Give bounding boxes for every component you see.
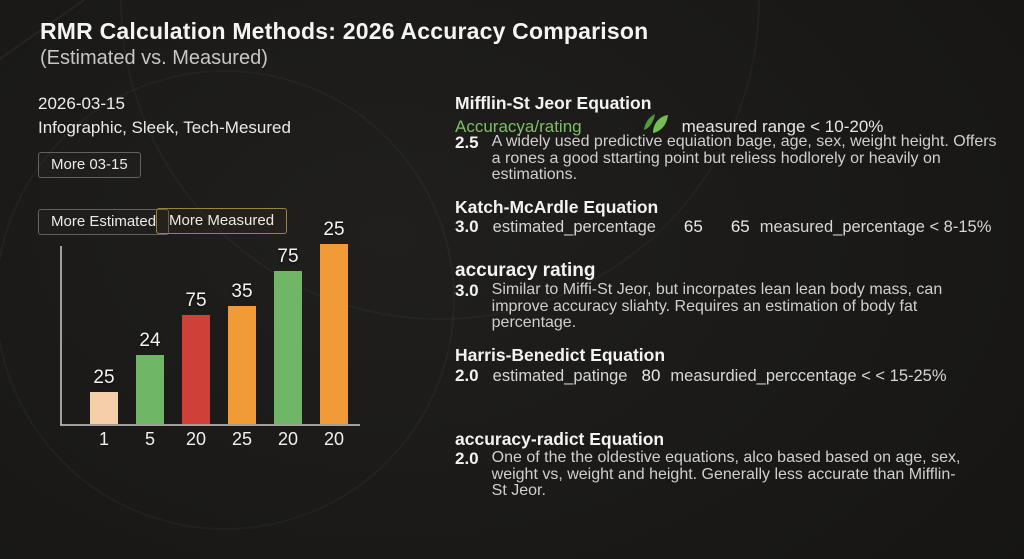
estimated-label: estimated_percentage	[492, 218, 656, 236]
section-heading-mifflin: Mifflin-St Jeor Equation	[455, 93, 652, 113]
section-heading-radict: accuracy-radict Equation	[455, 429, 665, 449]
rating-value: 3.0	[455, 281, 479, 300]
rating-value: 3.0	[455, 217, 479, 236]
measured-value: 65	[730, 217, 750, 236]
measured-range-text: measured range < 10-20%	[681, 116, 884, 136]
rating-value: 2.0	[455, 366, 479, 385]
page-subtitle: (Estimated vs. Measured)	[40, 47, 268, 69]
section-body: One of the the oldestive equations, alco…	[491, 449, 961, 499]
rating-value: 2.0	[455, 449, 479, 468]
estimated-label: estimated_patinge	[492, 367, 628, 385]
rating-value: 2.5	[455, 133, 479, 152]
section-heading-accuracy-rating: accuracy rating	[455, 260, 596, 281]
estimated-value: 65	[683, 217, 703, 236]
page-title: RMR Calculation Methods: 2026 Accuracy C…	[40, 18, 649, 44]
measured-label: measurdied_perccentage < < 15-25%	[670, 367, 947, 385]
section-body: Similar to Miffi-St Jeor, but incorpates…	[491, 281, 943, 331]
section-heading-harris: Harris-Benedict Equation	[455, 345, 666, 365]
accuracy-rating-accent-label: Accuracya/rating	[455, 116, 582, 136]
leaf-icon	[640, 112, 670, 141]
section-body: A widely used predictive equiation bage,…	[491, 133, 997, 183]
estimated-value: 80	[641, 366, 661, 385]
more-estimated-button[interactable]: More Estimated	[38, 209, 170, 235]
section-heading-katch: Katch-McArdle Equation	[455, 197, 659, 217]
date-label: 2026-03-15	[38, 94, 125, 113]
measured-label: measured_percentage < 8-15%	[759, 218, 992, 236]
more-date-button[interactable]: More 03-15	[38, 152, 141, 178]
more-measured-button[interactable]: More Measured	[156, 208, 288, 234]
style-descriptor: Infographic, Sleek, Tech-Mesured	[38, 118, 291, 137]
